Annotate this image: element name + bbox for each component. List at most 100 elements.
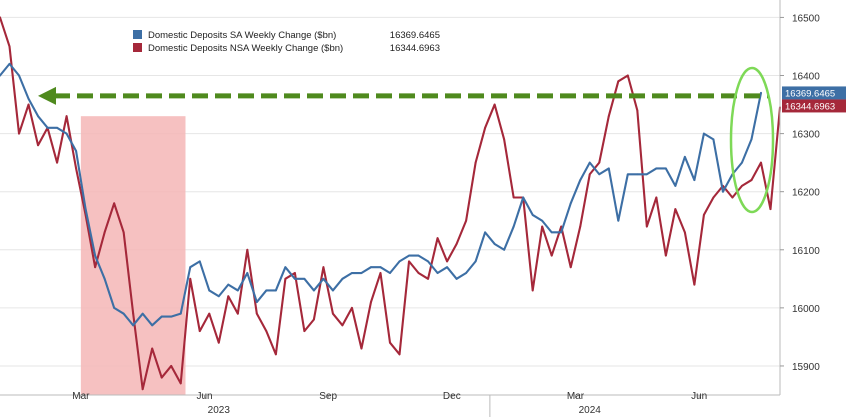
data-point-nsa — [94, 266, 97, 269]
y-tick-label: 16000 — [792, 304, 820, 315]
data-point-sa — [160, 315, 163, 318]
x-axis-ticks: Mar Jun Sep Dec Mar Jun 2023 2024 — [72, 391, 707, 417]
data-point-sa — [465, 272, 467, 274]
data-point-sa — [37, 115, 39, 118]
data-point-nsa — [351, 306, 353, 309]
data-point-sa — [341, 277, 344, 280]
data-point-nsa — [255, 312, 258, 315]
data-point-nsa — [0, 16, 1, 19]
data-point-nsa — [217, 341, 220, 344]
data-point-sa — [265, 289, 268, 292]
data-point-sa — [683, 155, 686, 158]
data-point-sa — [198, 260, 201, 263]
data-point-nsa — [664, 254, 667, 257]
data-point-sa — [417, 254, 420, 257]
data-point-nsa — [436, 237, 439, 240]
data-point-sa — [617, 219, 620, 222]
x-tick-label: Sep — [319, 391, 337, 402]
shaded-region — [80, 116, 186, 396]
x-year-label: 2023 — [208, 405, 231, 416]
shaded-rect — [80, 116, 186, 396]
y-tick-label: 16100 — [792, 246, 820, 257]
x-tick-label: Mar — [567, 391, 585, 402]
data-point-nsa — [512, 196, 515, 199]
value-tag-sa — [782, 86, 846, 100]
data-point-nsa — [322, 266, 325, 269]
data-point-sa — [541, 219, 544, 222]
data-point-nsa — [27, 103, 30, 106]
data-point-sa — [208, 289, 211, 292]
data-point-nsa — [75, 167, 77, 170]
data-point-nsa — [160, 376, 163, 379]
y-tick-label: 15900 — [792, 362, 820, 373]
data-point-nsa — [626, 74, 629, 77]
data-point-sa — [170, 315, 173, 318]
data-point-sa — [351, 272, 353, 274]
data-point-sa — [379, 266, 382, 269]
legend-label-nsa: Domestic Deposits NSA Weekly Change ($bn… — [148, 43, 343, 54]
data-point-nsa — [360, 347, 363, 350]
data-point-sa — [712, 138, 715, 141]
data-point-sa — [27, 97, 30, 100]
data-point-sa — [645, 173, 648, 176]
data-point-nsa — [246, 248, 249, 251]
data-point-nsa — [274, 353, 277, 356]
data-point-nsa — [284, 277, 287, 280]
data-point-sa — [0, 74, 1, 77]
data-point-sa — [455, 277, 458, 280]
data-point-nsa — [293, 272, 296, 274]
data-point-nsa — [56, 161, 58, 164]
data-point-nsa — [560, 225, 563, 228]
data-point-sa — [151, 324, 154, 327]
data-point-sa — [217, 295, 220, 298]
data-point-nsa — [8, 45, 11, 48]
x-year-label: 2024 — [579, 405, 602, 416]
highlight-ellipse — [729, 66, 775, 214]
data-point-sa — [560, 231, 563, 234]
series-lines — [0, 16, 782, 391]
data-point-nsa — [607, 115, 610, 118]
last-value-tags: 16369.6465 16344.6963 — [782, 86, 846, 113]
data-point-nsa — [170, 365, 173, 367]
data-point-sa — [293, 277, 296, 280]
data-point-nsa — [189, 277, 192, 280]
data-point-nsa — [198, 330, 201, 333]
data-point-sa — [132, 324, 135, 327]
data-point-sa — [122, 312, 125, 315]
data-point-nsa — [579, 225, 582, 228]
value-tag-nsa — [782, 99, 846, 113]
data-point-nsa — [712, 196, 715, 199]
data-point-sa — [103, 277, 106, 280]
data-point-sa — [360, 272, 363, 274]
x-tick-label: Jun — [691, 391, 707, 402]
data-point-sa — [750, 138, 753, 141]
data-point-sa — [579, 179, 582, 181]
data-point-sa — [741, 161, 743, 164]
data-point-sa — [94, 254, 97, 257]
legend-label-sa: Domestic Deposits SA Weekly Change ($bn) — [148, 30, 336, 41]
data-point-sa — [255, 301, 258, 303]
data-point-nsa — [741, 184, 743, 187]
data-point-sa — [436, 272, 439, 274]
data-point-sa — [427, 260, 429, 263]
highlight-ellipse-shape — [729, 66, 775, 214]
legend-value-nsa: 16344.6963 — [390, 43, 440, 54]
data-point-sa — [474, 260, 477, 263]
data-point-sa — [607, 167, 610, 170]
data-point-nsa — [227, 295, 230, 298]
data-point-sa — [531, 214, 534, 216]
data-point-sa — [227, 283, 230, 286]
data-point-nsa — [370, 301, 372, 303]
data-point-nsa — [503, 138, 506, 141]
data-point-nsa — [484, 126, 487, 129]
data-point-nsa — [588, 173, 591, 176]
legend-swatch-nsa — [133, 43, 142, 52]
data-point-nsa — [179, 382, 182, 385]
data-point-sa — [113, 306, 116, 309]
data-point-sa — [389, 272, 391, 274]
data-point-sa — [46, 126, 49, 129]
x-tick-label: Dec — [443, 391, 461, 402]
data-point-nsa — [693, 283, 696, 286]
y-tick-label: 16500 — [792, 13, 820, 24]
data-point-nsa — [455, 243, 458, 245]
